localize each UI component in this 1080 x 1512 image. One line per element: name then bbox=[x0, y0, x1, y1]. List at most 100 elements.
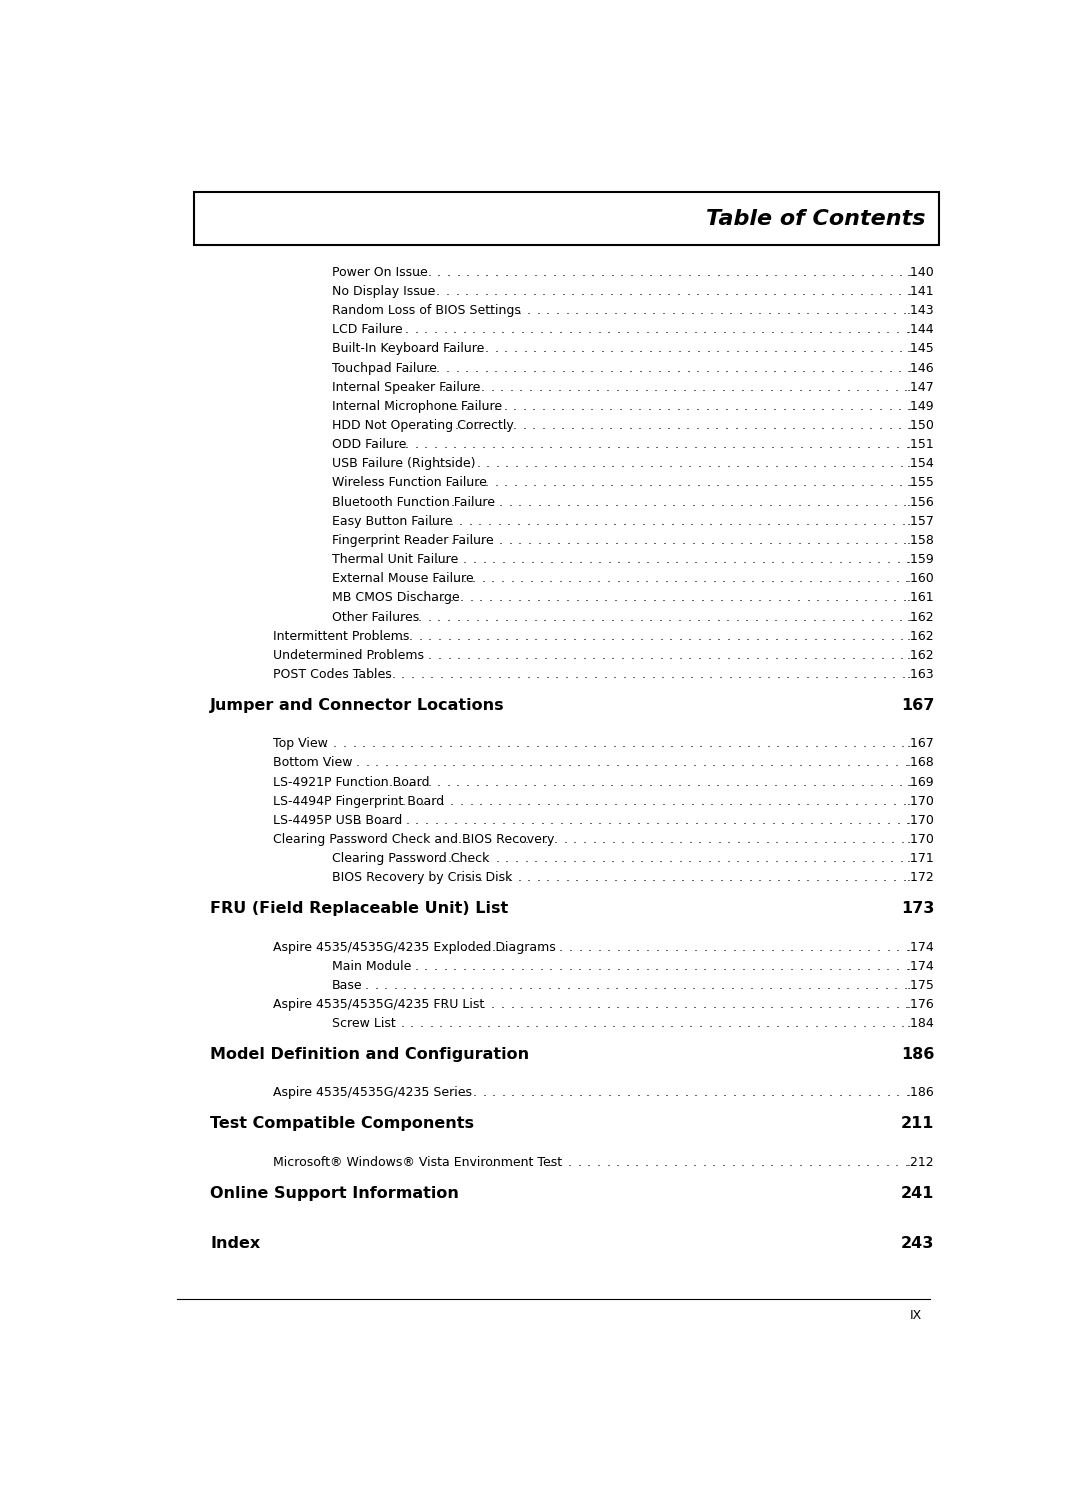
Text: .: . bbox=[858, 553, 862, 565]
Text: .: . bbox=[440, 668, 444, 680]
Text: .: . bbox=[765, 457, 769, 470]
Text: .: . bbox=[530, 813, 535, 827]
Text: .: . bbox=[861, 611, 864, 623]
Text: .: . bbox=[802, 611, 807, 623]
Text: .: . bbox=[887, 553, 891, 565]
Text: .: . bbox=[701, 496, 705, 508]
Text: .: . bbox=[465, 342, 470, 355]
Text: .: . bbox=[550, 940, 553, 954]
Text: .: . bbox=[499, 978, 503, 992]
Text: .: . bbox=[861, 266, 864, 278]
Text: .: . bbox=[900, 853, 904, 865]
Text: .: . bbox=[523, 284, 527, 298]
Text: .: . bbox=[876, 1155, 880, 1169]
Text: .: . bbox=[751, 998, 755, 1012]
Text: .: . bbox=[648, 361, 652, 375]
Text: .: . bbox=[780, 324, 784, 336]
Text: .: . bbox=[405, 324, 408, 336]
Text: .: . bbox=[854, 591, 859, 605]
Text: .: . bbox=[355, 756, 360, 770]
Text: .: . bbox=[616, 756, 620, 770]
Text: .: . bbox=[819, 572, 822, 585]
Text: .: . bbox=[654, 756, 658, 770]
Text: .: . bbox=[636, 940, 640, 954]
Text: .: . bbox=[796, 668, 799, 680]
Text: .: . bbox=[450, 591, 454, 605]
Text: .: . bbox=[658, 342, 662, 355]
Text: .: . bbox=[870, 776, 874, 789]
Text: .: . bbox=[482, 960, 486, 972]
Text: .: . bbox=[809, 940, 813, 954]
Text: .: . bbox=[858, 940, 862, 954]
Text: .: . bbox=[821, 419, 825, 432]
Text: .: . bbox=[892, 871, 896, 885]
Text: .: . bbox=[495, 266, 499, 278]
Text: .: . bbox=[877, 1087, 881, 1099]
Text: .: . bbox=[362, 738, 366, 750]
Text: .: . bbox=[424, 1087, 429, 1099]
Text: .: . bbox=[673, 978, 676, 992]
Text: .: . bbox=[659, 649, 663, 662]
Text: .: . bbox=[428, 649, 432, 662]
Text: .: . bbox=[899, 476, 903, 490]
Text: .: . bbox=[597, 998, 600, 1012]
Text: .: . bbox=[355, 978, 359, 992]
Text: .: . bbox=[723, 572, 726, 585]
Text: .: . bbox=[617, 572, 620, 585]
Text: .: . bbox=[394, 756, 399, 770]
Text: .: . bbox=[401, 738, 404, 750]
Text: .: . bbox=[507, 738, 510, 750]
Text: .: . bbox=[739, 871, 743, 885]
Text: .: . bbox=[496, 649, 499, 662]
Text: .: . bbox=[821, 399, 825, 413]
Text: .: . bbox=[481, 756, 485, 770]
Text: .: . bbox=[786, 668, 791, 680]
Text: .: . bbox=[787, 496, 792, 508]
Text: .: . bbox=[611, 629, 615, 643]
Text: .160: .160 bbox=[906, 572, 934, 585]
Text: .: . bbox=[791, 553, 795, 565]
Text: .: . bbox=[549, 1155, 552, 1169]
Text: .: . bbox=[504, 476, 508, 490]
Text: .: . bbox=[543, 266, 546, 278]
Text: .: . bbox=[894, 756, 899, 770]
Text: .: . bbox=[623, 591, 627, 605]
Text: .: . bbox=[463, 1087, 467, 1099]
Text: .: . bbox=[504, 611, 509, 623]
Text: .: . bbox=[669, 611, 672, 623]
Text: .: . bbox=[697, 266, 701, 278]
Text: .: . bbox=[669, 853, 673, 865]
Text: .: . bbox=[421, 591, 426, 605]
Text: .: . bbox=[600, 776, 605, 789]
Text: .: . bbox=[684, 438, 688, 451]
Text: .: . bbox=[732, 960, 735, 972]
Text: .: . bbox=[488, 591, 492, 605]
Text: .: . bbox=[475, 611, 480, 623]
Text: .: . bbox=[702, 1155, 706, 1169]
Text: .: . bbox=[850, 399, 853, 413]
Text: .: . bbox=[867, 1087, 872, 1099]
Text: .: . bbox=[465, 776, 470, 789]
Text: .: . bbox=[611, 833, 616, 847]
Text: .: . bbox=[546, 795, 550, 807]
Text: .: . bbox=[495, 476, 499, 490]
Text: .: . bbox=[843, 668, 848, 680]
Text: .: . bbox=[687, 476, 691, 490]
Text: .: . bbox=[855, 978, 860, 992]
Text: .: . bbox=[869, 342, 874, 355]
Text: .: . bbox=[635, 572, 639, 585]
Text: .: . bbox=[443, 572, 447, 585]
Text: .: . bbox=[527, 871, 530, 885]
Text: .: . bbox=[401, 1018, 404, 1030]
Text: .: . bbox=[481, 1155, 485, 1169]
Text: .: . bbox=[832, 776, 836, 789]
Text: .: . bbox=[758, 795, 761, 807]
Text: .: . bbox=[654, 960, 659, 972]
Text: .: . bbox=[530, 438, 534, 451]
Text: .: . bbox=[715, 399, 719, 413]
Text: .: . bbox=[760, 960, 765, 972]
Text: .: . bbox=[881, 1018, 886, 1030]
Text: .: . bbox=[707, 457, 711, 470]
Text: .: . bbox=[654, 998, 659, 1012]
Text: .: . bbox=[843, 738, 847, 750]
